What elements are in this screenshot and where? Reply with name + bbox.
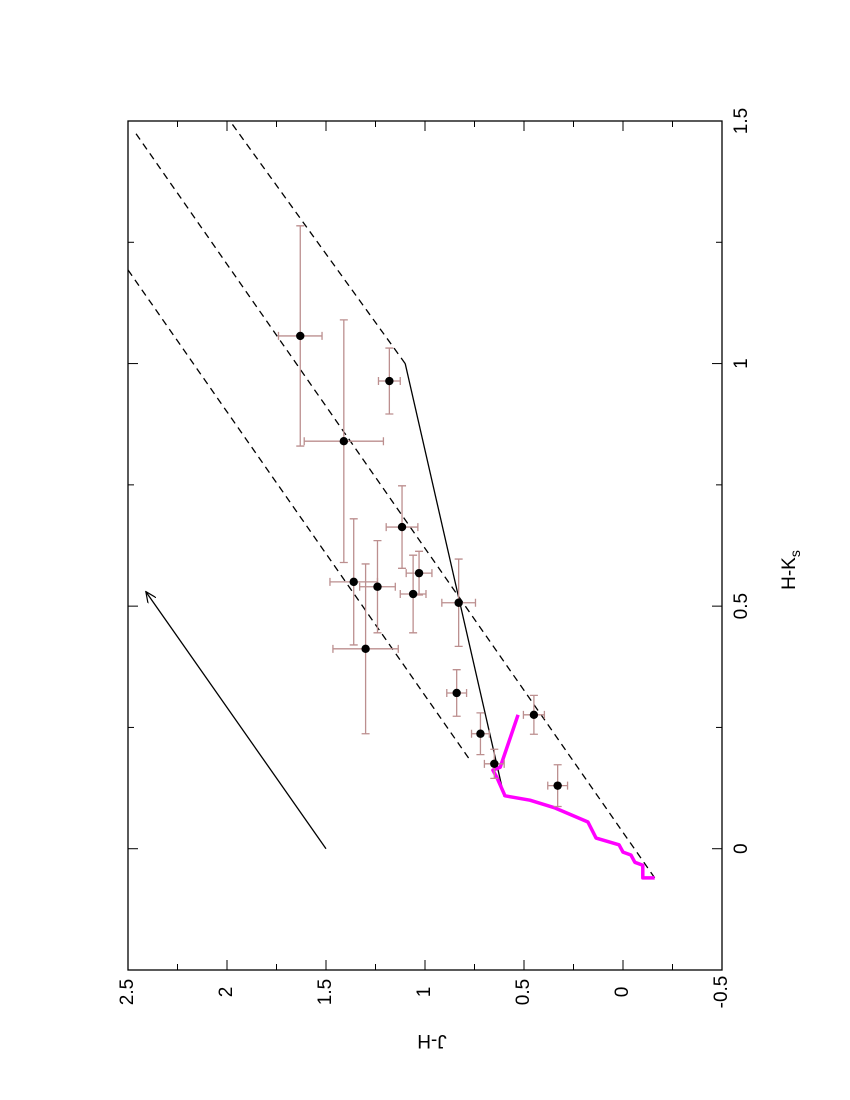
reddening-band-line — [133, 130, 656, 879]
x-tick-label: 1 — [731, 358, 752, 369]
y-tick-label: -0.5 — [711, 976, 732, 1009]
data-point — [385, 376, 394, 386]
reddening-band-line — [127, 269, 470, 759]
y-tick-label: 0 — [612, 987, 633, 998]
reddening-band-line — [229, 120, 406, 364]
data-point — [529, 710, 539, 720]
y-tick-label: 1 — [414, 987, 435, 998]
dwarf-locus — [491, 714, 655, 880]
y-axis-label: J-H — [417, 1030, 447, 1051]
data-point — [349, 577, 358, 587]
x-tick-label: 0.5 — [731, 593, 752, 619]
data-point — [452, 688, 461, 698]
x-label-main: H-K — [779, 557, 800, 590]
y-tick-label: 2.5 — [117, 979, 138, 1005]
data-point — [553, 781, 562, 790]
x-axis-label: H-Ks — [779, 550, 803, 590]
y-tick-label: 0.5 — [513, 979, 534, 1005]
data-point — [373, 582, 382, 591]
ctts-locus — [404, 363, 505, 797]
data-point — [361, 644, 370, 654]
data-point — [490, 759, 499, 769]
y-tick-label: 1.5 — [315, 979, 336, 1005]
y-tick-label: 2 — [216, 987, 237, 998]
x-label-sub: s — [787, 550, 803, 557]
x-tick-label: 0 — [731, 843, 752, 854]
reddening-vector — [146, 592, 327, 850]
data-point — [454, 598, 463, 607]
data-point — [476, 729, 485, 738]
x-tick-label: 1.5 — [731, 108, 752, 134]
data-point — [296, 331, 305, 341]
data-point — [339, 436, 349, 446]
data-point — [397, 522, 407, 532]
data-point — [414, 568, 424, 578]
plot-frame — [127, 120, 723, 971]
data-point — [408, 589, 418, 599]
